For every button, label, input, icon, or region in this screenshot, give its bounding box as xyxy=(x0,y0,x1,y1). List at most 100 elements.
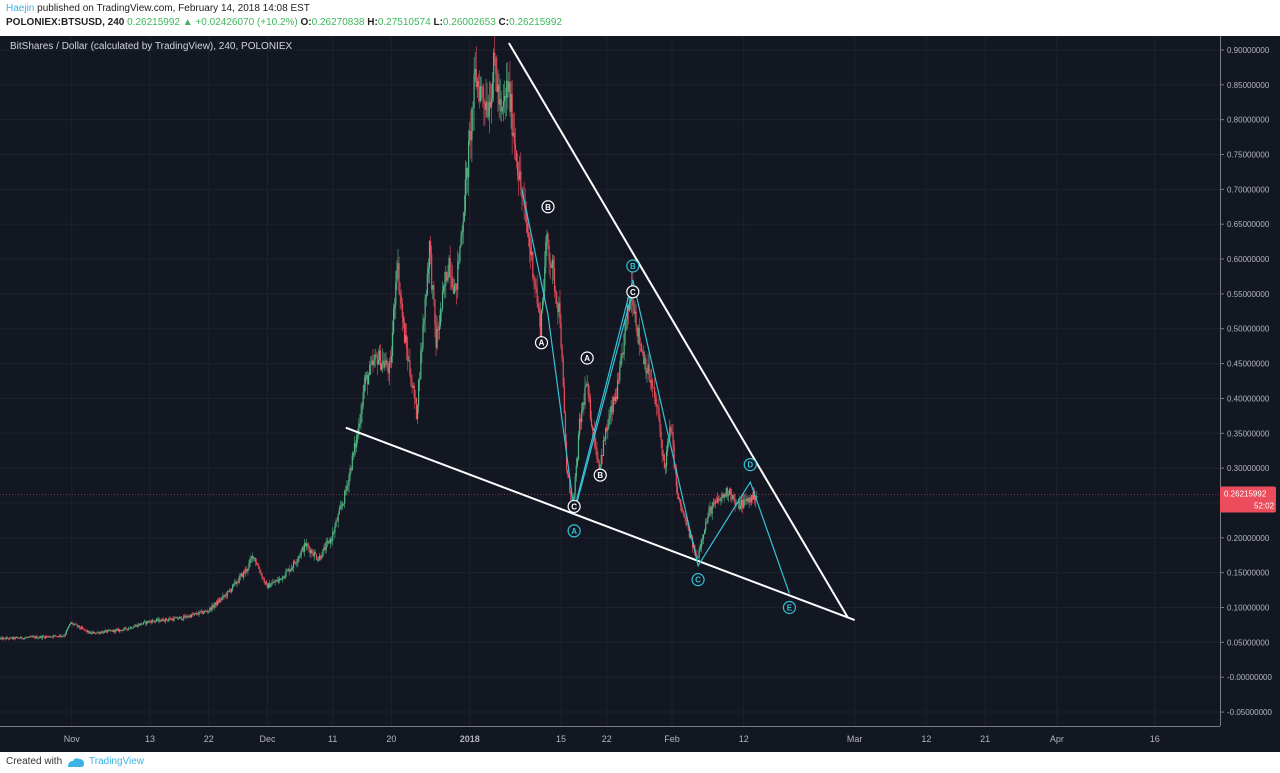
candle-body xyxy=(363,384,365,392)
candle-body xyxy=(298,556,300,559)
candle-body xyxy=(10,637,12,639)
candle-body xyxy=(275,580,277,582)
candle-body xyxy=(376,355,378,365)
candle-body xyxy=(250,558,252,560)
candle-body xyxy=(660,431,662,441)
candle-body xyxy=(195,613,197,614)
candle-body xyxy=(351,455,353,471)
candle-body xyxy=(214,602,216,606)
candle-body xyxy=(75,623,77,625)
candle-body xyxy=(358,423,360,435)
candle-body xyxy=(309,548,311,554)
candle-body xyxy=(333,532,335,534)
candle-body xyxy=(175,616,177,618)
x-tick-label: 12 xyxy=(921,734,931,744)
candle-body xyxy=(295,562,297,564)
candle-body xyxy=(9,637,11,639)
price-chart[interactable]: B A A C A B B C D C E 0.90000000 0.85000000 0.800000… xyxy=(0,31,1280,752)
candle-body xyxy=(423,318,425,325)
candle-body xyxy=(726,488,729,496)
candle-body xyxy=(244,571,246,573)
candle-body xyxy=(398,263,400,293)
candle-body xyxy=(188,615,190,617)
candle-body xyxy=(212,605,214,608)
candle-body xyxy=(718,498,720,501)
candle-body xyxy=(443,286,445,292)
candle-body xyxy=(307,543,309,546)
candle-body xyxy=(159,618,161,622)
candle-body xyxy=(484,103,486,110)
x-tick-label: Nov xyxy=(64,734,81,744)
candle-body xyxy=(25,637,27,639)
time-axis[interactable]: Nov 13 22 Dec 11 20 2018 15 22 Feb 12 Mar 12 21 Apr 16 xyxy=(0,726,1220,745)
countdown-text: 52:02 xyxy=(1254,501,1275,510)
candle-body xyxy=(677,493,680,500)
candle-body xyxy=(681,506,683,512)
candle-body xyxy=(499,99,501,105)
candle-body xyxy=(546,233,548,242)
symbol-info: POLONIEX:BTSUSD, 240 0.26215992 ▲ +0.024… xyxy=(6,17,562,29)
candle-body xyxy=(306,543,308,547)
candle-body xyxy=(665,451,668,466)
candle-body xyxy=(456,283,458,290)
candle-body xyxy=(356,436,358,448)
candle-body xyxy=(76,624,78,627)
chart-panel[interactable]: B A A C A B B C D C E 0.90000000 0.85000000 0.800000… xyxy=(0,31,1280,752)
candle-body xyxy=(27,637,29,638)
candle-body xyxy=(482,87,484,98)
candle-body xyxy=(502,101,505,108)
candle-body xyxy=(364,377,366,385)
candle-body xyxy=(162,618,164,622)
candle-body xyxy=(515,150,518,162)
candle-body xyxy=(338,508,340,515)
price-axis[interactable]: 0.90000000 0.85000000 0.80000000 0.75000000… xyxy=(1220,36,1272,726)
candle-body xyxy=(294,561,296,563)
low-value: 0.26002653 xyxy=(442,17,496,28)
candle-body xyxy=(11,637,13,639)
candle-body xyxy=(282,576,284,580)
candle-body xyxy=(251,556,253,559)
candle-body xyxy=(137,624,139,627)
candle-body xyxy=(610,405,612,415)
candle-body xyxy=(297,558,299,562)
candle-body xyxy=(501,107,503,112)
candle-body xyxy=(403,322,406,343)
candle-body xyxy=(228,590,231,592)
candle-body xyxy=(419,379,421,381)
candle-body xyxy=(454,283,457,285)
candle-body xyxy=(733,495,735,500)
candle-body xyxy=(592,426,594,431)
candle-body xyxy=(264,581,266,583)
candle-body xyxy=(611,405,613,413)
candle-body xyxy=(122,630,124,632)
candle-body xyxy=(61,636,63,637)
candle-body xyxy=(191,614,194,615)
candle-body xyxy=(388,361,390,374)
candle-body xyxy=(705,522,707,531)
candle-body xyxy=(320,555,322,559)
candle-body xyxy=(108,630,110,631)
candle-body xyxy=(649,379,651,383)
candle-body xyxy=(248,563,250,569)
candle-body xyxy=(526,223,528,233)
candle-body xyxy=(229,590,232,592)
author-link[interactable]: Haejin xyxy=(6,3,35,14)
candle-body xyxy=(404,335,407,343)
candle-body xyxy=(620,357,622,368)
candle-body xyxy=(227,590,229,592)
candle-body xyxy=(100,632,102,634)
candle-body xyxy=(201,610,203,614)
candle-body xyxy=(669,427,671,440)
candle-body xyxy=(163,621,165,622)
candle-body xyxy=(216,600,219,605)
candle-body xyxy=(68,624,71,627)
candle-body xyxy=(535,286,537,290)
candle-body xyxy=(207,611,209,613)
candle-body xyxy=(184,615,186,618)
candle-body xyxy=(379,350,382,370)
candle-body xyxy=(339,506,341,509)
candle-body xyxy=(668,439,670,443)
candle-body xyxy=(102,631,104,633)
candle-body xyxy=(391,332,394,357)
tradingview-brand[interactable]: TradingView xyxy=(89,756,145,767)
